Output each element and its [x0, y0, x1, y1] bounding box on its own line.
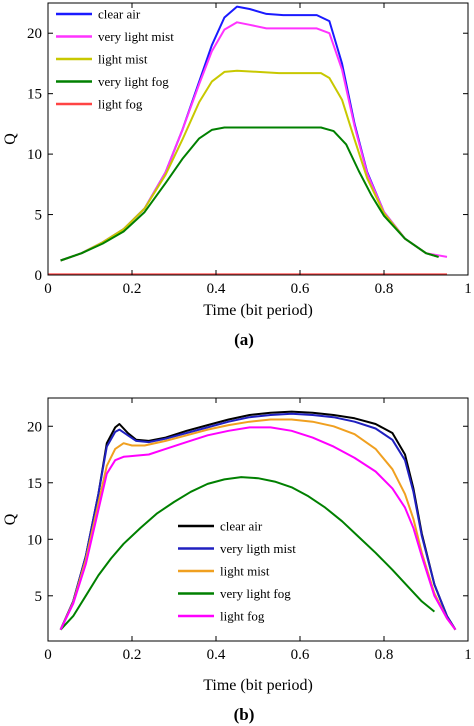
series-line-clear-air	[59, 410, 457, 631]
y-tick-label: 5	[35, 208, 43, 224]
legend-entry: very ligth mist	[220, 541, 296, 556]
y-tick-label: 10	[27, 532, 42, 548]
legend-entry: very light fog	[98, 74, 169, 89]
legend-entry: light mist	[220, 564, 270, 579]
x-tick-label: 0.6	[291, 647, 310, 663]
legend-entry: light fog	[98, 97, 143, 112]
y-axis-label: Q	[2, 133, 19, 145]
y-tick-label: 20	[27, 26, 42, 42]
panel-label: (b)	[234, 705, 255, 724]
x-tick-label: 1	[464, 281, 472, 297]
legend: clear air very ligth mist light mist very l…	[178, 519, 296, 624]
legend-entry: light fog	[220, 609, 265, 624]
plot-frame	[47, 2, 469, 276]
y-tick-label: 20	[27, 419, 42, 435]
legend-entry: very light mist	[98, 29, 174, 44]
legend-entry: clear air	[98, 7, 141, 22]
x-tick-label: 0	[44, 281, 52, 297]
series-line-very-light-fog	[59, 476, 436, 631]
x-tick-label: 0.2	[123, 647, 142, 663]
y-tick-label: 10	[27, 147, 42, 163]
plot-frame	[47, 397, 469, 642]
x-tick-label: 0.4	[207, 281, 226, 297]
y-tick-label: 15	[27, 87, 42, 103]
x-tick-label: 0	[44, 647, 52, 663]
series-line-light-mist	[60, 69, 439, 262]
series-line-light-mist	[59, 418, 457, 631]
panel-label: (a)	[234, 330, 254, 349]
y-tick-label: 5	[35, 589, 43, 605]
legend: clear air very light mist light mist very l…	[56, 7, 174, 112]
y-tick-label: 15	[27, 476, 42, 492]
x-tick-label: 1	[464, 647, 472, 663]
x-tick-label: 0.6	[291, 281, 310, 297]
series-line-light-fog	[59, 426, 457, 631]
legend-entry: light mist	[98, 52, 148, 67]
series-line-clear-air	[60, 5, 439, 262]
series-line-very-ligth-mist	[59, 412, 457, 631]
x-axis-label: Time (bit period)	[203, 302, 313, 319]
legend-entry: very light fog	[220, 586, 291, 601]
x-tick-label: 0.8	[375, 647, 394, 663]
y-axis-label: Q	[2, 513, 19, 525]
x-tick-label: 0.8	[375, 281, 394, 297]
x-tick-label: 0.4	[207, 647, 226, 663]
x-axis-label: Time (bit period)	[203, 677, 313, 694]
y-tick-label: 0	[35, 268, 43, 284]
series-line-very-light-fog	[60, 126, 439, 262]
legend-entry: clear air	[220, 519, 263, 534]
x-tick-label: 0.2	[123, 281, 142, 297]
